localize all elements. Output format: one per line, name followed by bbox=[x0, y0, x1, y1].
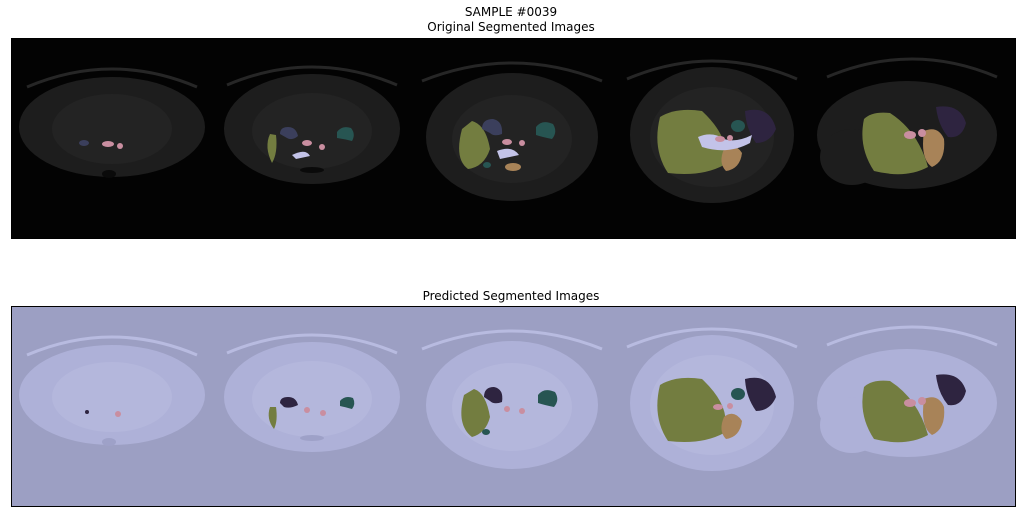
predicted-slices-image bbox=[19, 325, 998, 471]
slice-3 bbox=[421, 61, 603, 201]
slice-1 bbox=[19, 67, 205, 178]
slice-2 bbox=[224, 65, 400, 184]
pred-slice-3 bbox=[421, 329, 603, 469]
pred-slice-5 bbox=[817, 325, 998, 457]
figure-suptitle: SAMPLE #0039 bbox=[464, 5, 558, 19]
pred-slice-4 bbox=[626, 327, 798, 471]
original-segmented-panel bbox=[11, 38, 1016, 239]
slice-4 bbox=[626, 59, 798, 203]
slice-5 bbox=[817, 57, 998, 189]
original-slices-image bbox=[19, 57, 998, 203]
pred-slice-1 bbox=[19, 335, 205, 446]
original-panel-title: Original Segmented Images bbox=[427, 20, 595, 34]
predicted-segmented-panel bbox=[11, 306, 1016, 507]
predicted-panel-title: Predicted Segmented Images bbox=[422, 289, 600, 303]
pred-slice-2 bbox=[224, 333, 400, 452]
